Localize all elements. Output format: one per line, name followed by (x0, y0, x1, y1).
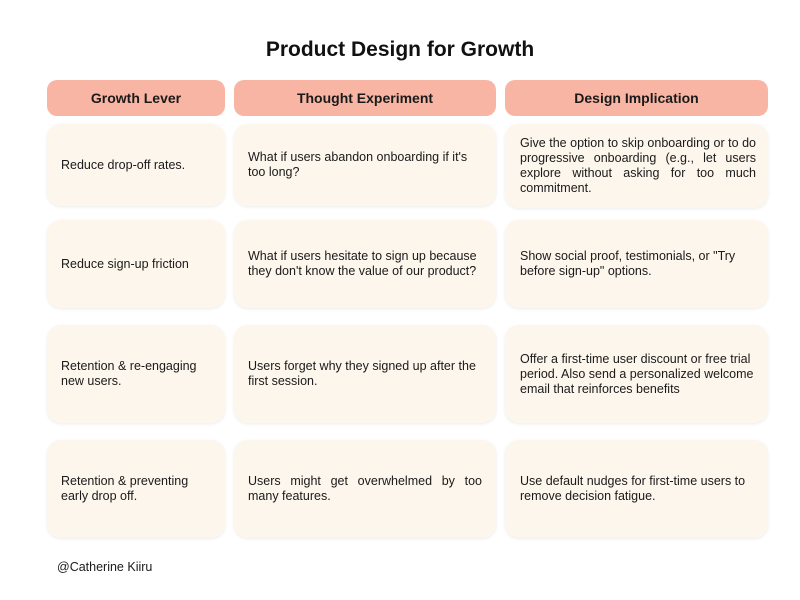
header-design-implication: Design Implication (505, 80, 768, 116)
growth-lever-text: Reduce drop-off rates. (61, 157, 186, 172)
header-thought-experiment: Thought Experiment (234, 80, 496, 116)
growth-lever-cell: Reduce sign-up friction (47, 220, 225, 308)
thought-experiment-text: Users might get overwhelmed by too many … (248, 474, 482, 503)
growth-lever-cell: Retention & re-engaging new users. (47, 325, 225, 423)
growth-lever-text: Retention & preventing early drop off. (61, 474, 189, 503)
growth-lever-cell: Retention & preventing early drop off. (47, 440, 225, 538)
header-thought-experiment-label: Thought Experiment (296, 90, 434, 106)
design-implication-text: Use default nudges for first-time users … (520, 474, 746, 503)
design-implication-text: Give the option to skip onboarding or to… (520, 136, 756, 195)
growth-lever-text: Retention & re-engaging new users. (61, 359, 197, 388)
header-design-implication-label: Design Implication (574, 90, 699, 106)
thought-experiment-cell: Users might get overwhelmed by too many … (234, 440, 496, 538)
thought-experiment-cell: What if users hesitate to sign up becaus… (234, 220, 496, 308)
design-implication-text: Offer a first-time user discount or free… (520, 351, 754, 396)
design-implication-cell: Show social proof, testimonials, or "Try… (505, 220, 768, 308)
design-implication-text: Show social proof, testimonials, or "Try… (520, 249, 736, 278)
header-growth-lever: Growth Lever (47, 80, 225, 116)
design-implication-cell: Offer a first-time user discount or free… (505, 325, 768, 423)
design-implication-cell: Use default nudges for first-time users … (505, 440, 768, 538)
design-implication-cell: Give the option to skip onboarding or to… (505, 124, 768, 208)
author-credit: @Catherine Kiiru (57, 560, 153, 574)
thought-experiment-text: What if users hesitate to sign up becaus… (248, 249, 477, 278)
thought-experiment-cell: What if users abandon onboarding if it's… (234, 124, 496, 206)
thought-experiment-cell: Users forget why they signed up after th… (234, 325, 496, 423)
thought-experiment-text: Users forget why they signed up after th… (248, 359, 476, 388)
page-title: Product Design for Growth (265, 38, 535, 61)
thought-experiment-text: What if users abandon onboarding if it's… (248, 150, 468, 179)
growth-lever-cell: Reduce drop-off rates. (47, 124, 225, 206)
header-growth-lever-label: Growth Lever (90, 90, 182, 106)
growth-lever-text: Reduce sign-up friction (61, 256, 189, 271)
